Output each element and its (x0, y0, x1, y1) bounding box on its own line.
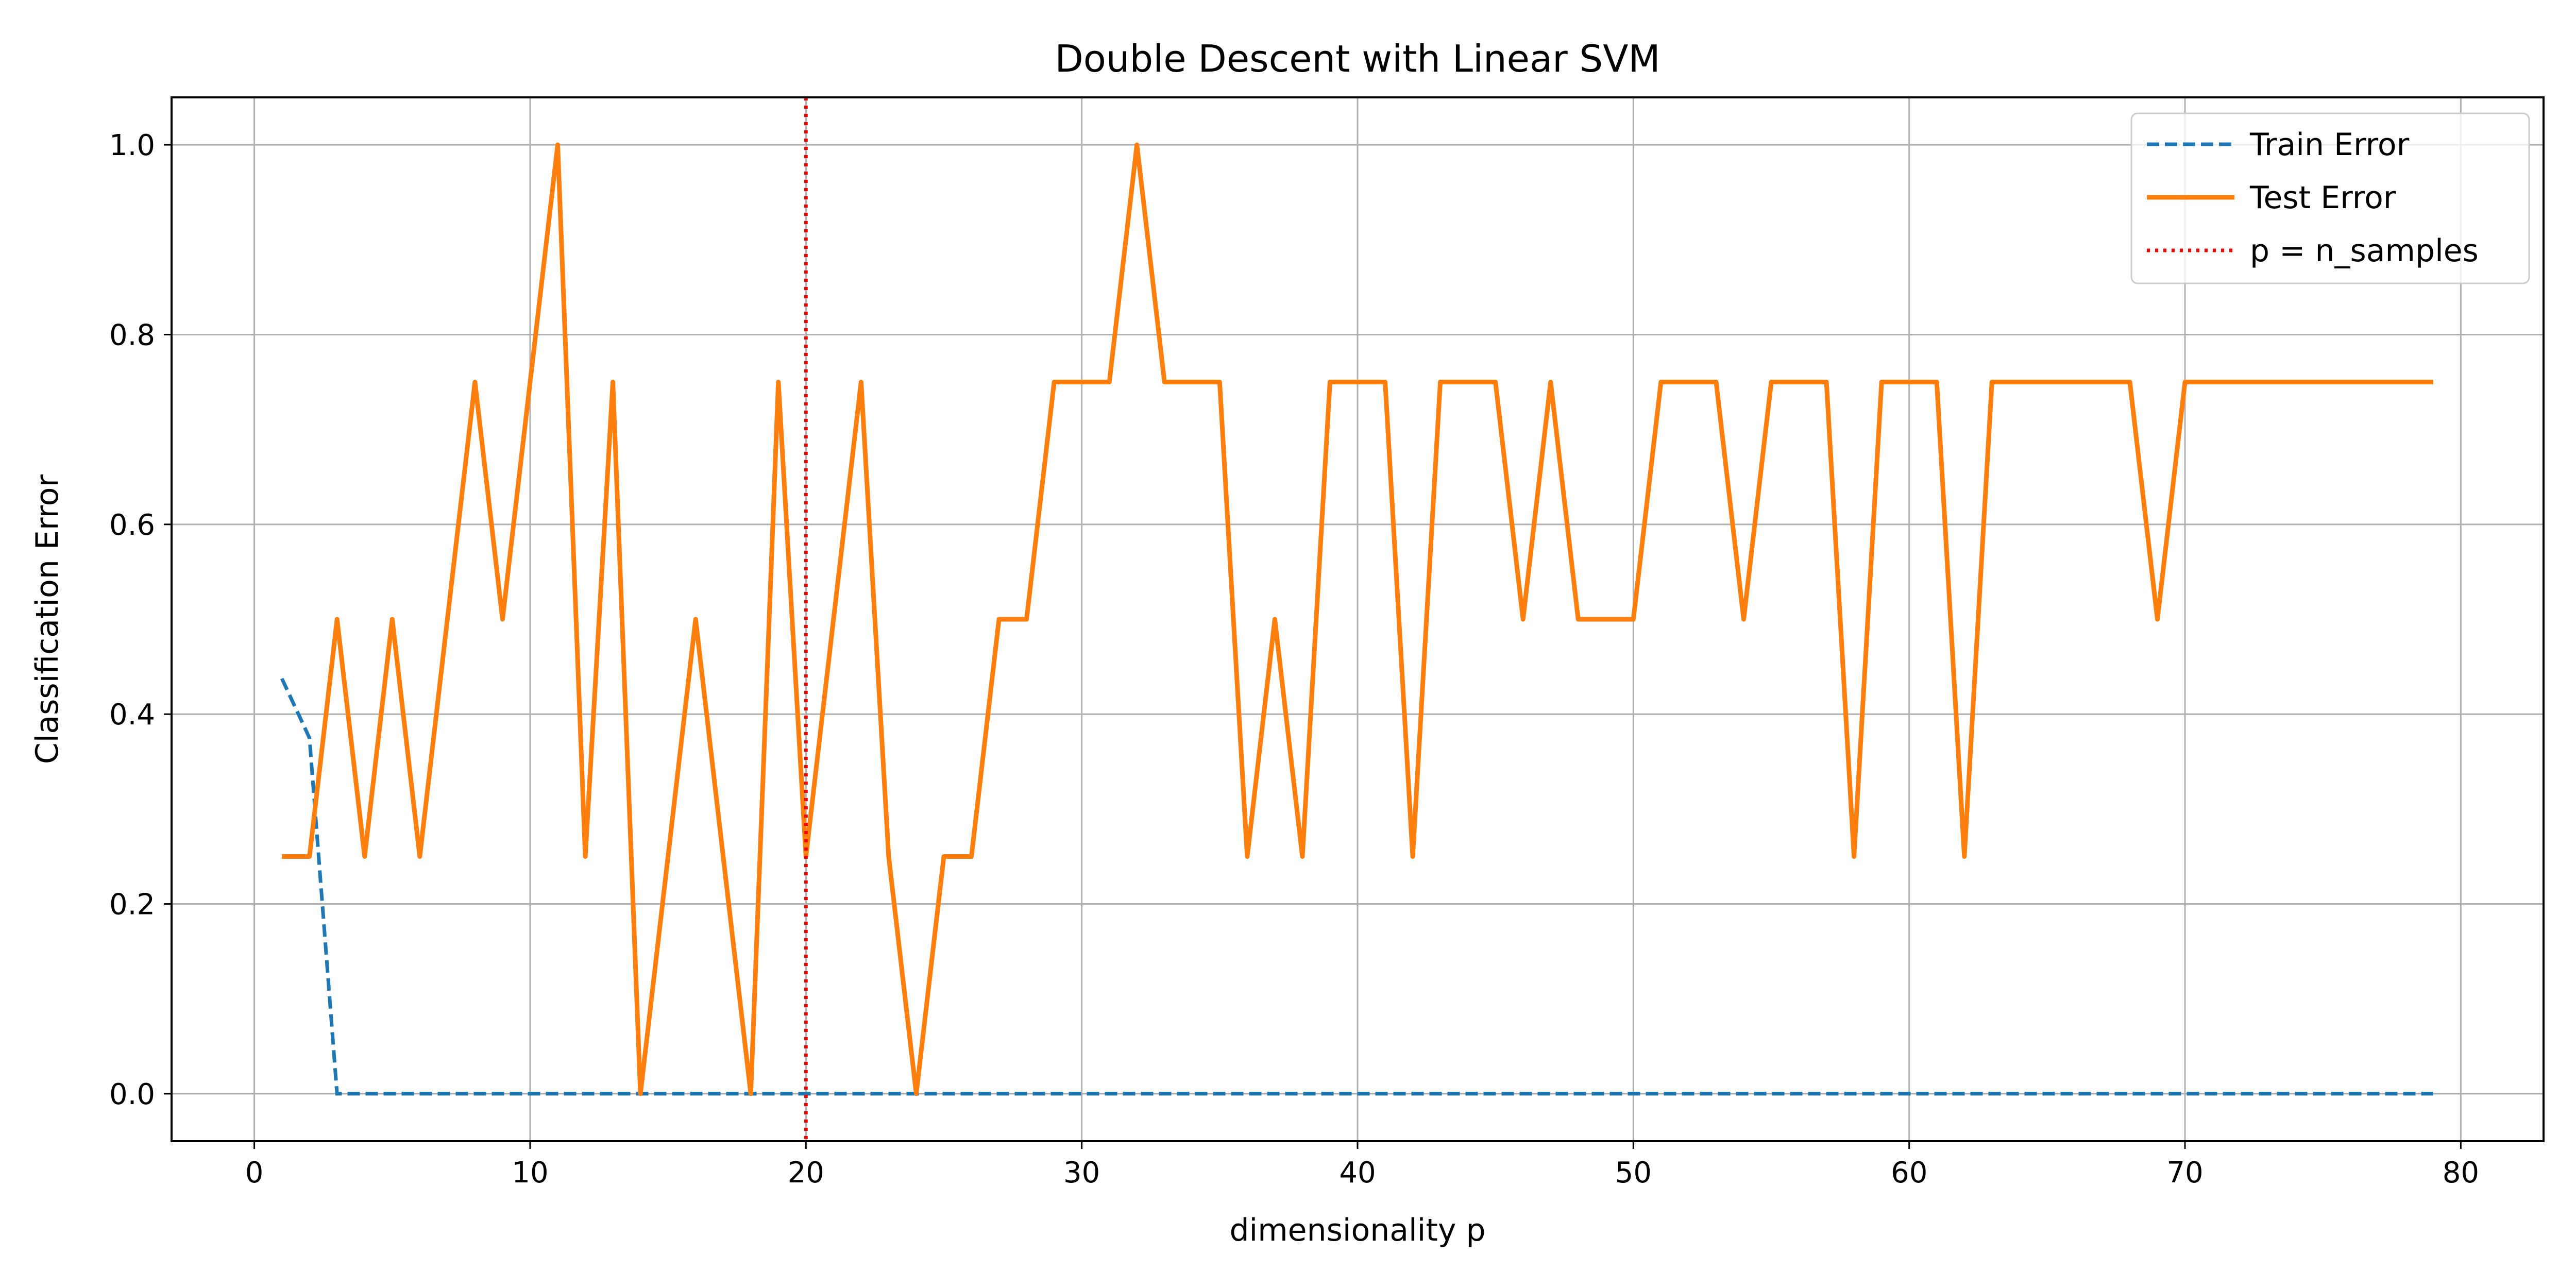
series-line-test-error (282, 142, 2433, 1096)
axis-ticks: 0 10 20 30 40 50 60 70 80 0.0 0.2 0.4 0.6 0.8 1.0 (109, 129, 2479, 1190)
y-tick-label: 0.8 (109, 318, 155, 352)
x-tick-label: 30 (1063, 1156, 1100, 1190)
chart-title: Double Descent with Linear SVM (1055, 37, 1660, 80)
x-tick-label: 70 (2166, 1156, 2203, 1190)
x-tick-label: 50 (1615, 1156, 1652, 1190)
y-tick-label: 1.0 (109, 129, 155, 162)
legend-label: Test Error (2249, 180, 2396, 216)
legend-box (2130, 112, 2530, 284)
x-tick-label: 40 (1339, 1156, 1376, 1190)
y-tick-label: 0.0 (109, 1078, 155, 1111)
y-tick-label: 0.6 (109, 509, 155, 542)
legend-label: Train Error (2249, 127, 2410, 163)
x-tick-label: 20 (788, 1156, 824, 1190)
legend-label: p = n_samples (2250, 233, 2479, 269)
x-tick-label: 0 (245, 1156, 264, 1190)
x-tick-label: 60 (1891, 1156, 1927, 1190)
x-axis-label: dimensionality p (1229, 1212, 1485, 1248)
plot-series (280, 97, 2433, 1141)
x-tick-label: 80 (2443, 1156, 2479, 1190)
y-axis-label: Classification Error (29, 474, 65, 765)
y-tick-label: 0.2 (109, 888, 155, 922)
x-tick-label: 10 (512, 1156, 548, 1190)
y-tick-label: 0.4 (109, 698, 155, 732)
legend: Train Error Test Error p = n_samples (2130, 112, 2530, 284)
